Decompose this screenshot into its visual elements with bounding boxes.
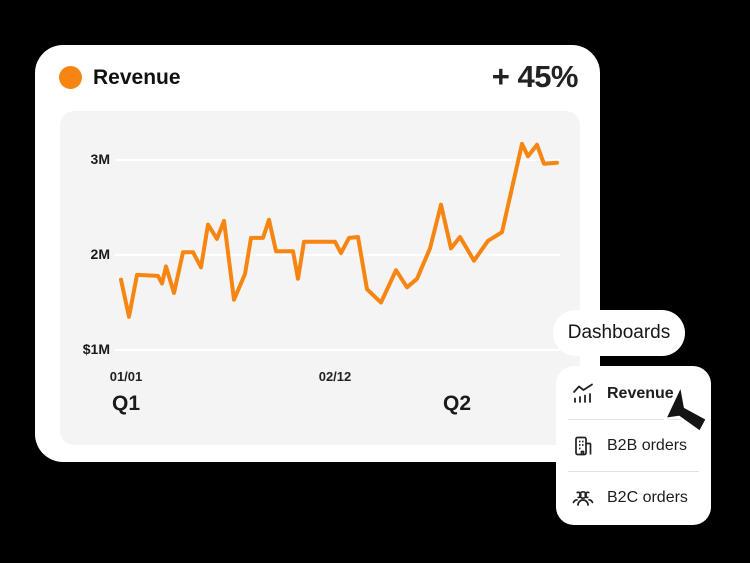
y-tick-3m: 3M <box>90 151 110 167</box>
x-tick-0212: 02/12 <box>318 369 352 384</box>
chart-svg <box>115 141 560 351</box>
dashboards-dropdown-trigger[interactable]: Dashboards <box>553 310 685 356</box>
building-icon <box>571 434 595 458</box>
gridlines <box>115 159 560 351</box>
card-title: Revenue <box>93 66 181 89</box>
people-icon <box>571 486 595 510</box>
cursor-icon <box>663 383 709 434</box>
menu-divider <box>568 471 699 472</box>
menu-divider <box>568 419 699 420</box>
y-tick-2m: 2M <box>90 246 110 262</box>
revenue-delta-badge: + 45% <box>491 59 579 94</box>
revenue-legend-dot-icon <box>59 66 82 89</box>
dashboards-dropdown-menu: Revenue B2B orders <box>556 366 711 525</box>
y-tick-1m: $1M <box>82 341 110 357</box>
chart-panel: 3M 2M $1M 01/01 02/12 Q1 Q2 <box>60 111 580 445</box>
quarter-label-q1: Q1 <box>111 392 140 415</box>
menu-item-b2b-orders[interactable]: B2B orders <box>556 420 711 471</box>
revenue-dashboard-card: Revenue + 45% 3M 2M $1M 01/01 02/12 Q1 Q… <box>35 45 600 462</box>
menu-item-label: B2C orders <box>607 488 688 506</box>
x-tick-0101: 01/01 <box>109 369 143 384</box>
menu-item-label: B2B orders <box>607 436 688 454</box>
line-chart-icon <box>571 382 595 406</box>
menu-item-b2c-orders[interactable]: B2C orders <box>556 472 711 523</box>
revenue-line-series <box>119 141 559 319</box>
quarter-label-q2: Q2 <box>442 392 471 415</box>
card-header: Revenue + 45% <box>59 59 579 107</box>
menu-item-label: Revenue <box>607 384 674 402</box>
menu-item-revenue[interactable]: Revenue <box>556 368 711 419</box>
